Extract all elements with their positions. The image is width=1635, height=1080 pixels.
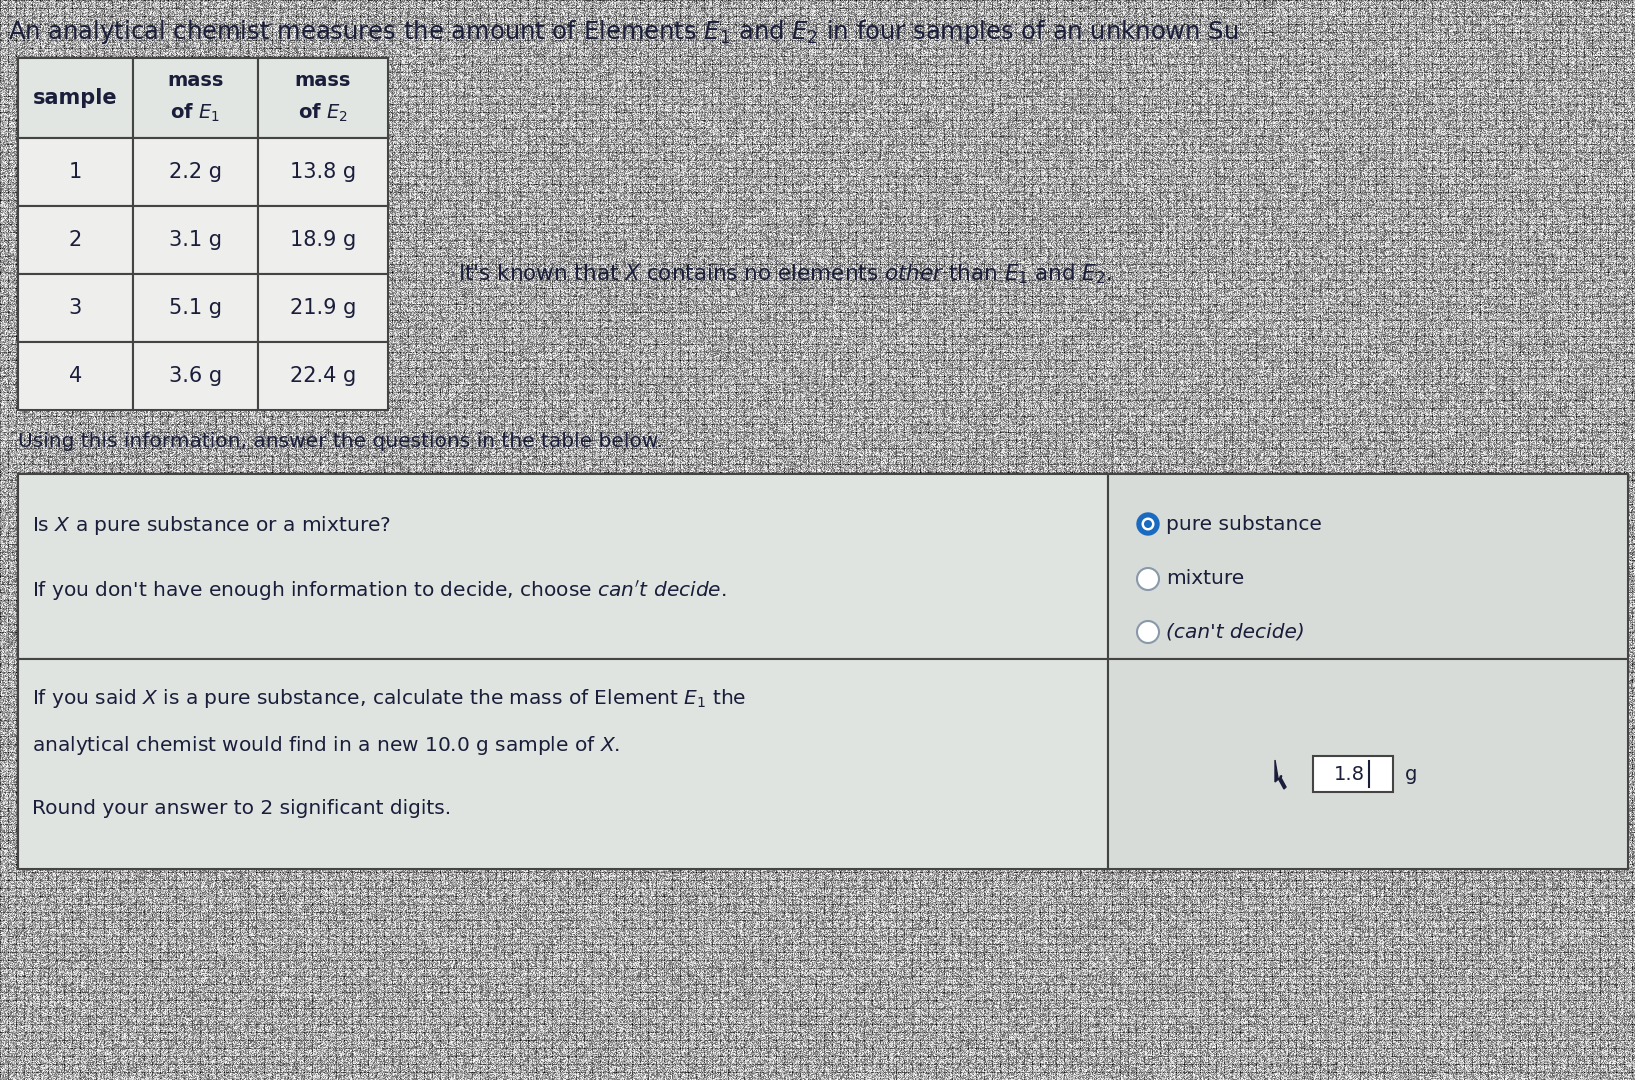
Bar: [18, 274, 132, 342]
Text: 13.8 g: 13.8 g: [289, 162, 356, 183]
Text: of $E_1$: of $E_1$: [170, 102, 221, 123]
Bar: [18, 474, 1109, 659]
Circle shape: [1141, 517, 1154, 530]
Text: analytical chemist would find in a new 10.0 g sample of $X$.: analytical chemist would find in a new 1…: [33, 734, 620, 757]
Bar: [258, 274, 387, 342]
Circle shape: [1136, 621, 1159, 643]
Circle shape: [1144, 519, 1153, 528]
Text: mixture: mixture: [1166, 569, 1244, 589]
Text: Is $X$ a pure substance or a mixture?: Is $X$ a pure substance or a mixture?: [33, 514, 391, 537]
Text: 2: 2: [69, 230, 82, 249]
Bar: [18, 659, 1109, 869]
Text: Using this information, answer the questions in the table below.: Using this information, answer the quest…: [18, 432, 662, 451]
Circle shape: [1136, 568, 1159, 590]
Text: sample: sample: [33, 87, 118, 108]
Bar: [132, 274, 258, 342]
Bar: [258, 342, 387, 410]
Circle shape: [1136, 513, 1159, 535]
Text: An analytical chemist measures the amount of Elements $E_1$ and $E_2$ in four sa: An analytical chemist measures the amoun…: [8, 18, 1238, 46]
Text: If you said $X$ is a pure substance, calculate the mass of Element $E_1$ the: If you said $X$ is a pure substance, cal…: [33, 687, 746, 710]
Text: 2.2 g: 2.2 g: [168, 162, 222, 183]
Text: 5.1 g: 5.1 g: [168, 298, 222, 318]
Text: pure substance: pure substance: [1166, 514, 1321, 534]
Text: 1.8: 1.8: [1334, 765, 1365, 783]
Text: 3: 3: [69, 298, 82, 318]
Bar: [18, 138, 132, 206]
Bar: [258, 206, 387, 274]
Text: 18.9 g: 18.9 g: [289, 230, 356, 249]
Bar: [258, 138, 387, 206]
Text: It's known that $X$ contains no elements $\it{other}$ than $E_1$ and $E_2$.: It's known that $X$ contains no elements…: [458, 262, 1112, 286]
Bar: [258, 58, 387, 138]
Bar: [18, 206, 132, 274]
Bar: [1109, 474, 1628, 659]
Bar: [132, 138, 258, 206]
Text: Round your answer to 2 significant digits.: Round your answer to 2 significant digit…: [33, 799, 451, 818]
Bar: [132, 206, 258, 274]
Text: 3.1 g: 3.1 g: [168, 230, 222, 249]
Text: of $E_2$: of $E_2$: [298, 102, 348, 123]
Bar: [18, 58, 132, 138]
Bar: [132, 58, 258, 138]
Text: 3.6 g: 3.6 g: [168, 366, 222, 386]
Text: g: g: [1404, 765, 1418, 783]
Text: 21.9 g: 21.9 g: [289, 298, 356, 318]
Bar: [1313, 756, 1393, 792]
Text: 1: 1: [69, 162, 82, 183]
Text: 22.4 g: 22.4 g: [289, 366, 356, 386]
Bar: [132, 342, 258, 410]
Text: mass: mass: [167, 71, 224, 90]
Text: 4: 4: [69, 366, 82, 386]
Bar: [18, 342, 132, 410]
Bar: [1109, 659, 1628, 869]
Text: If you don't have enough information to decide, choose $\it{can't\ decide}$.: If you don't have enough information to …: [33, 579, 726, 603]
Text: mass: mass: [294, 71, 352, 90]
Polygon shape: [1275, 760, 1287, 789]
Text: (can't decide): (can't decide): [1166, 622, 1305, 642]
